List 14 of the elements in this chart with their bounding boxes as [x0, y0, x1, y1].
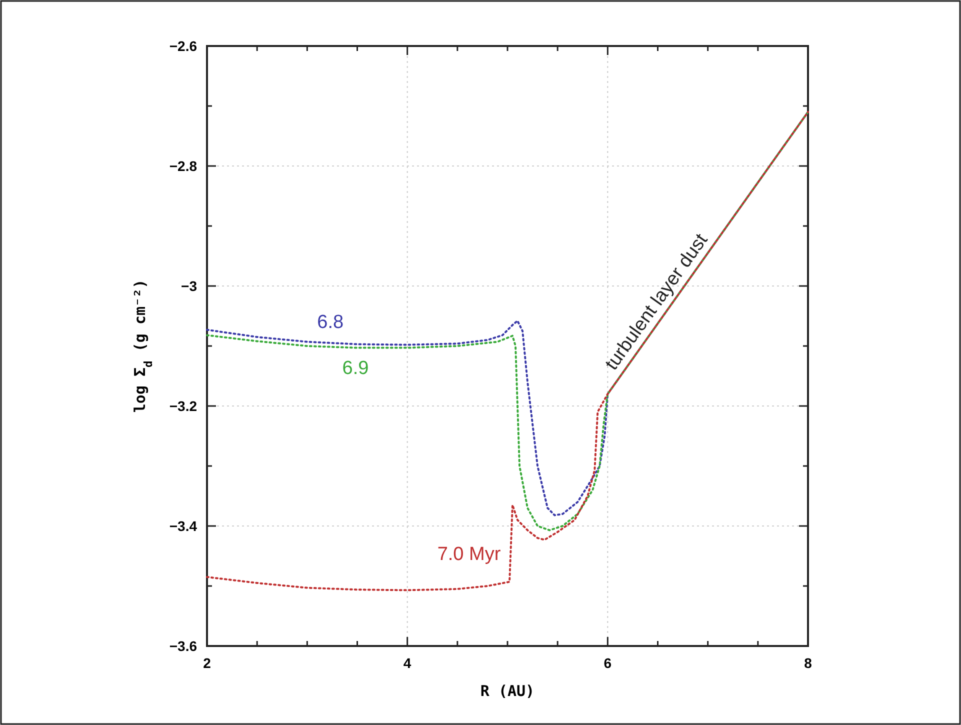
x-tick-label: 4: [403, 655, 412, 671]
series-label: 6.9: [342, 358, 369, 379]
y-tick-label: −2.6: [169, 38, 198, 54]
y-tick-label: −3: [181, 278, 198, 294]
y-tick-label: −3.2: [169, 398, 198, 414]
y-tick-label: −3.6: [169, 638, 198, 654]
x-axis-title: R (AU): [480, 682, 535, 700]
series-label: 6.8: [317, 312, 344, 333]
y-tick-label: −3.4: [169, 518, 198, 534]
series-label: 7.0 Myr: [437, 544, 502, 566]
x-tick-label: 8: [804, 655, 812, 671]
y-tick-label: −2.8: [169, 158, 198, 174]
x-tick-label: 2: [203, 655, 212, 671]
x-tick-label: 6: [604, 655, 612, 671]
